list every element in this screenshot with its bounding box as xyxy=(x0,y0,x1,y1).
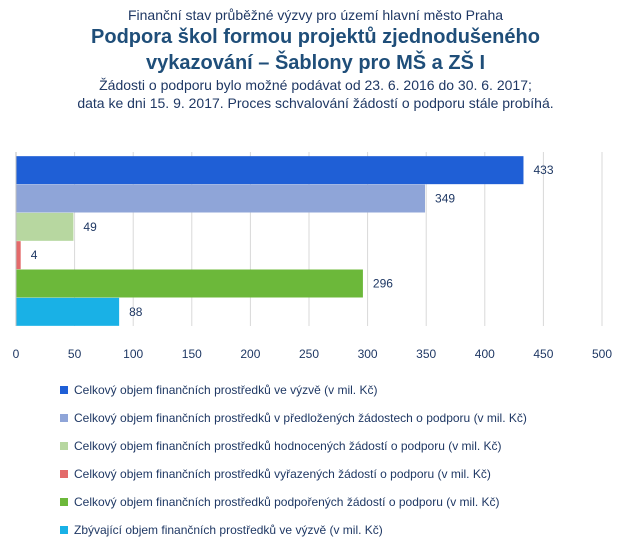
x-tick-label: 200 xyxy=(240,347,260,361)
legend-swatch xyxy=(60,526,68,534)
legend-item: Zbývající objem finančních prostředků ve… xyxy=(60,516,527,544)
bar xyxy=(16,241,21,270)
legend-item: Celkový objem finančních prostředků vyřa… xyxy=(60,460,527,488)
bar-value-label: 4 xyxy=(31,248,38,262)
x-tick-label: 0 xyxy=(13,347,20,361)
bar-value-label: 433 xyxy=(533,163,553,177)
legend-label: Celkový objem finančních prostředků podp… xyxy=(74,495,500,509)
legend-swatch xyxy=(60,498,68,506)
legend-swatch xyxy=(60,414,68,422)
chart-header: Finanční stav průběžné výzvy pro území h… xyxy=(0,0,631,112)
legend-item: Celkový objem finančních prostředků hodn… xyxy=(60,432,527,460)
bar xyxy=(16,297,120,326)
chart-legend: Celkový objem finančních prostředků ve v… xyxy=(60,376,527,544)
bar-value-label: 349 xyxy=(435,192,455,206)
x-tick-label: 300 xyxy=(358,347,378,361)
legend-swatch xyxy=(60,442,68,450)
legend-label: Celkový objem finančních prostředků vyřa… xyxy=(74,467,491,481)
chart-title-line2: vykazování – Šablony pro MŠ a ZŠ I xyxy=(146,52,485,74)
bar xyxy=(16,269,363,298)
legend-label: Celkový objem finančních prostředků v př… xyxy=(74,411,527,425)
legend-item: Celkový objem finančních prostředků ve v… xyxy=(60,376,527,404)
legend-label: Celkový objem finančních prostředků hodn… xyxy=(74,439,502,453)
bar-value-label: 296 xyxy=(373,277,393,291)
legend-item: Celkový objem finančních prostředků v př… xyxy=(60,404,527,432)
chart-supertitle: Finanční stav průběžné výzvy pro území h… xyxy=(127,7,504,23)
x-tick-label: 100 xyxy=(123,347,143,361)
x-tick-label: 350 xyxy=(416,347,436,361)
bar-value-label: 49 xyxy=(83,220,97,234)
x-tick-label: 50 xyxy=(68,347,82,361)
bar xyxy=(16,156,524,185)
legend-item: Celkový objem finančních prostředků podp… xyxy=(60,488,527,516)
x-tick-label: 400 xyxy=(475,347,495,361)
bar xyxy=(16,184,426,213)
x-tick-label: 250 xyxy=(299,347,319,361)
x-tick-label: 450 xyxy=(533,347,553,361)
bar xyxy=(16,212,74,241)
chart-title-line1: Podpora škol formou projektů zjednodušen… xyxy=(91,26,540,48)
x-tick-label: 500 xyxy=(592,347,612,361)
legend-swatch xyxy=(60,470,68,478)
chart-subtitle-line1: Žádosti o podporu bylo možné podávat od … xyxy=(99,77,532,93)
legend-label: Zbývající objem finančních prostředků ve… xyxy=(74,523,383,537)
chart-subtitle-line2: data ke dni 15. 9. 2017. Proces schvalov… xyxy=(77,95,554,111)
legend-swatch xyxy=(60,386,68,394)
bar-value-label: 88 xyxy=(129,305,143,319)
x-tick-label: 150 xyxy=(182,347,202,361)
legend-label: Celkový objem finančních prostředků ve v… xyxy=(74,383,378,397)
bar-chart: 0 50 100 150 200 250 300 350 400 450 500 433 349 49 4 2… xyxy=(13,152,612,361)
